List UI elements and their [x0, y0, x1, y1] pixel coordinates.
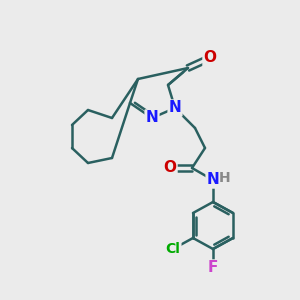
Text: O: O	[164, 160, 176, 175]
Text: F: F	[208, 260, 218, 275]
Text: O: O	[203, 50, 217, 65]
Text: Cl: Cl	[166, 242, 180, 256]
Text: N: N	[169, 100, 182, 116]
Text: H: H	[219, 171, 231, 185]
Text: N: N	[207, 172, 219, 188]
Text: N: N	[146, 110, 158, 125]
